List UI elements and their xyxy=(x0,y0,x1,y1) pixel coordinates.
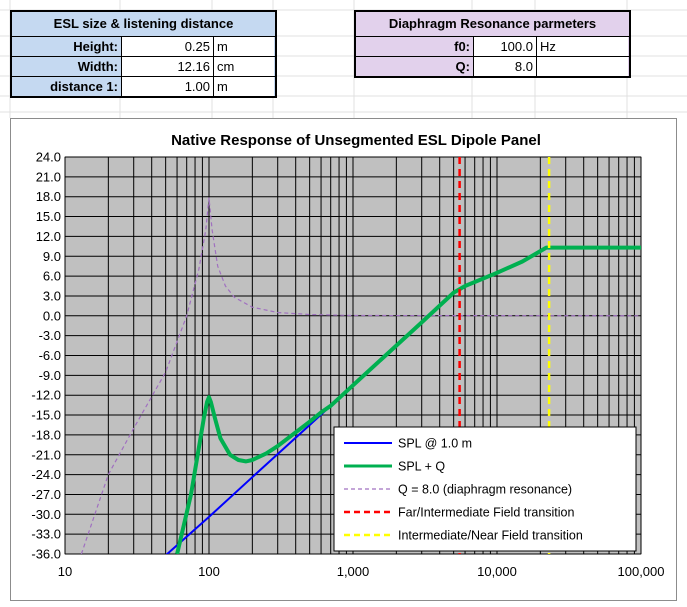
y-tick-label: -33.0 xyxy=(31,527,61,542)
y-tick-label: -36.0 xyxy=(31,547,61,562)
distance-value-cell[interactable]: 1.00 xyxy=(122,77,214,96)
y-tick-label: 3.0 xyxy=(43,288,61,303)
y-tick-label: -24.0 xyxy=(31,467,61,482)
y-tick-label: 0.0 xyxy=(43,308,61,323)
esl-size-table: ESL size & listening distance Height: 0.… xyxy=(10,10,277,98)
legend-label: Q = 8.0 (diaphragm resonance) xyxy=(398,483,572,497)
f0-value-cell[interactable]: 100.0 xyxy=(474,37,537,56)
f0-label: f0: xyxy=(356,37,474,56)
legend-label: Far/Intermediate Field transition xyxy=(398,506,575,520)
y-tick-label: 21.0 xyxy=(36,169,61,184)
legend-label: SPL @ 1.0 m xyxy=(398,437,472,451)
y-tick-label: 15.0 xyxy=(36,209,61,224)
q-label: Q: xyxy=(356,57,474,76)
legend-box xyxy=(333,426,637,552)
distance-unit: m xyxy=(214,77,274,96)
height-unit: m xyxy=(214,37,274,56)
y-tick-label: 9.0 xyxy=(43,249,61,264)
y-tick-label: -3.0 xyxy=(39,328,61,343)
legend-label: Intermediate/Near Field transition xyxy=(398,529,583,543)
x-tick-label: 1,000 xyxy=(337,564,370,579)
legend-label: SPL + Q xyxy=(398,460,445,474)
esl-row-width: Width: 12.16 cm xyxy=(12,57,275,77)
y-tick-label: -27.0 xyxy=(31,487,61,502)
y-tick-label: -21.0 xyxy=(31,447,61,462)
series-line xyxy=(175,245,641,554)
y-axis: 24.0 21.0 18.0 15.0 12.0 9.0 6.0 3.0 0.0 -3.0 -6.0… xyxy=(31,150,61,562)
height-label: Height: xyxy=(12,37,122,56)
resonance-table-title: Diaphragm Resonance parmeters xyxy=(356,12,629,37)
width-unit: cm xyxy=(214,57,274,76)
x-tick-label: 100,000 xyxy=(618,564,665,579)
legend: SPL @ 1.0 m SPL + Q Q = 8.0 (diaphragm res… xyxy=(333,426,637,552)
width-label: Width: xyxy=(12,57,122,76)
y-tick-label: -6.0 xyxy=(39,348,61,363)
esl-row-distance: distance 1: 1.00 m xyxy=(12,77,275,96)
esl-row-height: Height: 0.25 m xyxy=(12,37,275,57)
y-tick-label: 6.0 xyxy=(43,269,61,284)
y-tick-label: 18.0 xyxy=(36,189,61,204)
q-value-cell[interactable]: 8.0 xyxy=(474,57,537,76)
height-value-cell[interactable]: 0.25 xyxy=(122,37,214,56)
chart-frame[interactable]: Native Response of Unsegmented ESL Dipol… xyxy=(10,118,677,601)
x-tick-label: 10,000 xyxy=(477,564,517,579)
y-tick-label: 24.0 xyxy=(36,150,61,165)
resonance-row-q: Q: 8.0 xyxy=(356,57,629,76)
series-line xyxy=(80,197,641,554)
y-tick-label: -9.0 xyxy=(39,368,61,383)
q-unit xyxy=(537,57,628,76)
esl-table-title: ESL size & listening distance xyxy=(12,12,275,37)
x-tick-label: 100 xyxy=(198,564,220,579)
y-tick-label: -18.0 xyxy=(31,427,61,442)
resonance-table: Diaphragm Resonance parmeters f0: 100.0 … xyxy=(354,10,631,78)
response-chart: Native Response of Unsegmented ESL Dipol… xyxy=(31,132,665,579)
resonance-row-f0: f0: 100.0 Hz xyxy=(356,37,629,57)
chart-title: Native Response of Unsegmented ESL Dipol… xyxy=(171,132,541,149)
x-axis: 10 100 1,000 10,000 100,000 xyxy=(58,564,665,579)
x-tick-label: 10 xyxy=(58,564,72,579)
y-tick-label: -15.0 xyxy=(31,408,61,423)
y-tick-label: -12.0 xyxy=(31,388,61,403)
y-tick-label: 12.0 xyxy=(36,229,61,244)
f0-unit: Hz xyxy=(537,37,628,56)
width-value-cell[interactable]: 12.16 xyxy=(122,57,214,76)
distance-label: distance 1: xyxy=(12,77,122,96)
y-tick-label: -30.0 xyxy=(31,507,61,522)
